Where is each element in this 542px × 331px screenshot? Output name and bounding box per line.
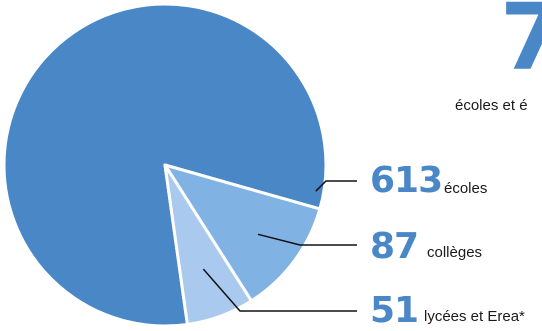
slice-label-colleges: collèges: [427, 244, 483, 261]
total-label: écoles et é: [455, 97, 528, 114]
slice-value-colleges: 87: [370, 226, 419, 267]
slice-value-ecoles: 613: [370, 160, 443, 201]
leader-line-1: [257, 233, 357, 246]
pie-slice-2: [163, 163, 253, 326]
pie-slice-0: [2, 2, 328, 328]
slice-label-ecoles: écoles: [444, 180, 488, 197]
total-number: 7: [500, 0, 542, 91]
leader-line-2: [202, 268, 357, 312]
slice-label-lycees: lycées et Erea*: [424, 308, 525, 325]
pie-slice-1: [163, 163, 322, 303]
leader-line-0: [315, 180, 357, 192]
slice-value-lycees: 51: [370, 290, 419, 331]
